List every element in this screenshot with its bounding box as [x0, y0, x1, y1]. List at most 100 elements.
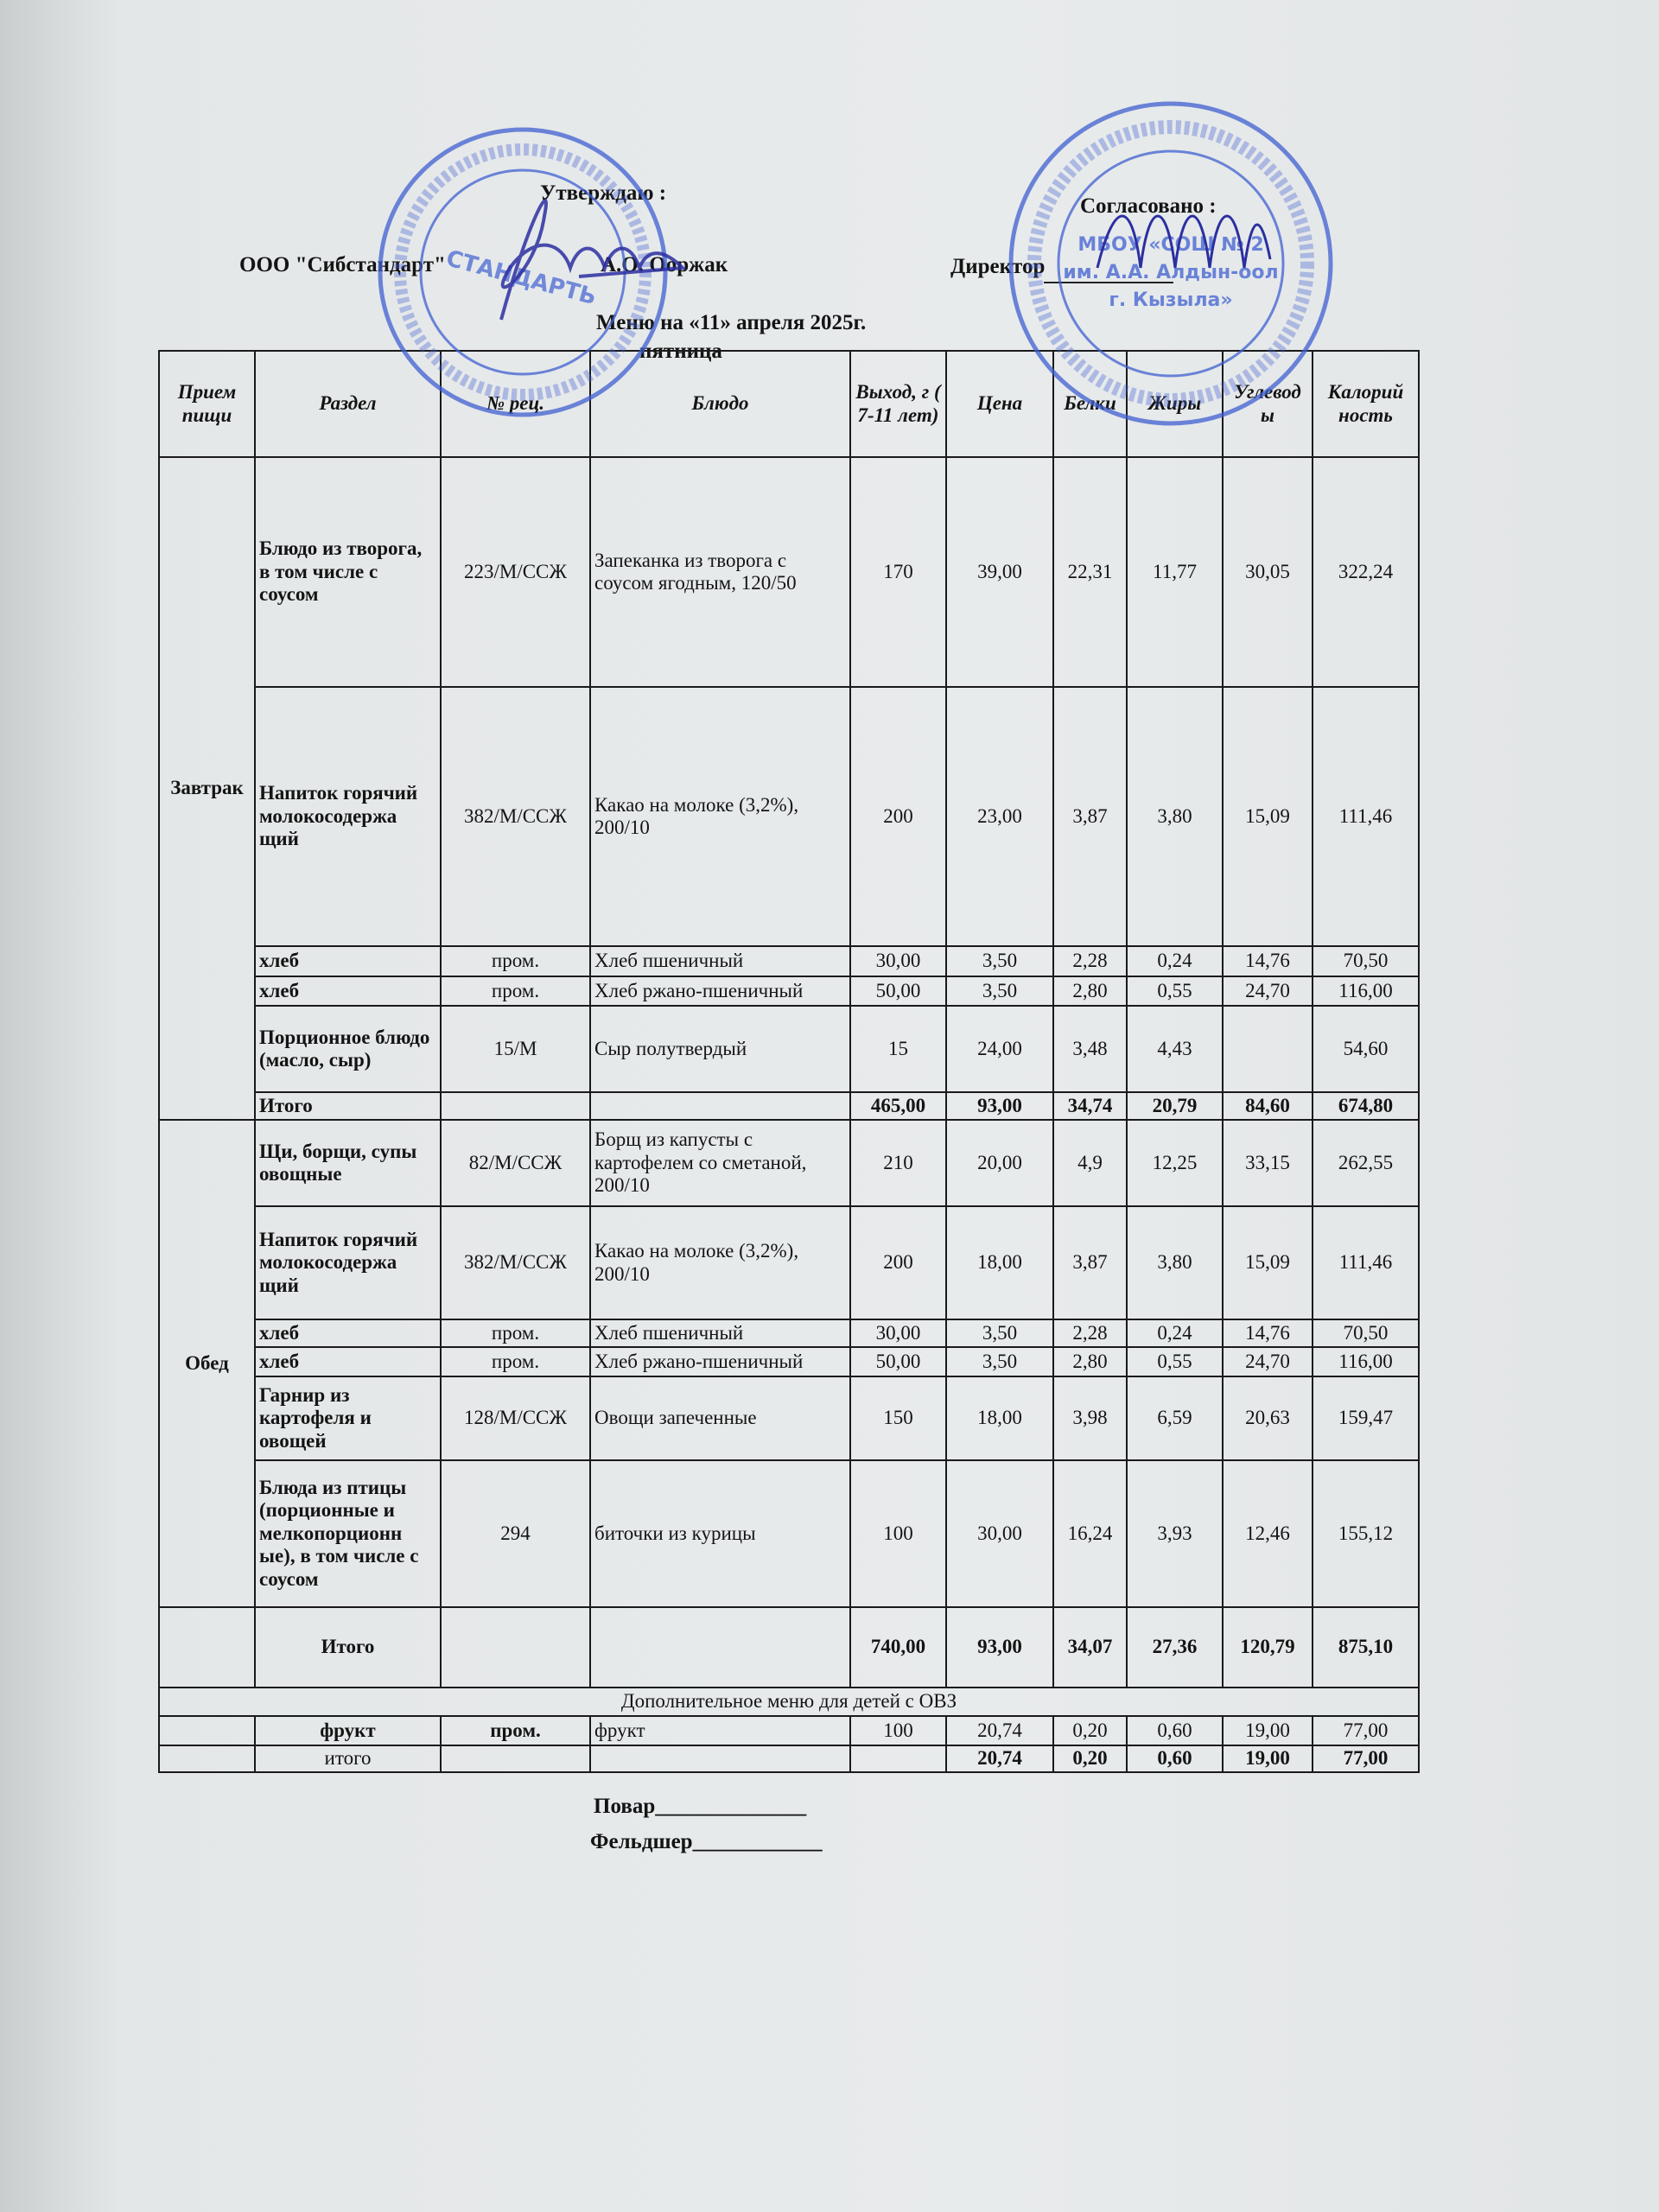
recipe-cell: 223/М/ССЖ — [440, 456, 591, 688]
value-cell-protein: 4,9 — [1052, 1119, 1128, 1207]
value-cell-fat: 0,55 — [1126, 1346, 1224, 1377]
total-kcal: 77,00 — [1312, 1745, 1420, 1773]
value-cell-fat: 4,43 — [1126, 1005, 1224, 1093]
director-signature-line — [1044, 282, 1173, 283]
value-cell-protein: 3,87 — [1052, 1205, 1128, 1320]
value-cell-fat: 0,24 — [1126, 945, 1224, 977]
stamp-inner-ring — [1057, 149, 1285, 378]
column-header: Калорий ность — [1312, 350, 1420, 458]
section-cell: хлеб — [254, 976, 442, 1007]
value-cell-protein: 2,80 — [1052, 1346, 1128, 1377]
value-cell-protein: 16,24 — [1052, 1459, 1128, 1608]
value-cell-carbs: 15,09 — [1222, 1205, 1313, 1320]
recipe-cell: пром. — [440, 1319, 591, 1348]
total-fat: 0,60 — [1126, 1745, 1224, 1773]
value-cell-carbs: 24,70 — [1222, 1346, 1313, 1377]
value-cell-fat: 3,93 — [1126, 1459, 1224, 1608]
value-cell-protein: 22,31 — [1052, 456, 1128, 688]
dish-cell: Хлеб ржано-пшеничный — [589, 976, 851, 1007]
table-row: хлеб пром. Хлеб ржано-пшеничный 50,00 3,50 2,… — [159, 976, 1420, 1007]
value-cell-price: 20,74 — [945, 1715, 1054, 1746]
dish-cell: Какао на молоке (3,2%), 200/10 — [589, 686, 851, 947]
value-cell-carbs: 20,63 — [1222, 1376, 1313, 1461]
total-label: Итого — [254, 1091, 442, 1121]
total-protein: 0,20 — [1052, 1745, 1128, 1773]
value-cell-yield: 100 — [849, 1715, 947, 1746]
value-cell-price: 3,50 — [945, 945, 1054, 977]
column-header: Белки — [1052, 350, 1128, 458]
value-cell-protein: 2,80 — [1052, 976, 1128, 1007]
table-row: Напиток горячий молокосодержа щий 382/М/С… — [159, 686, 1420, 947]
stamp-center-text: МБОУ «СОШ № 2 — [1077, 234, 1263, 256]
value-cell-price: 3,50 — [945, 1346, 1054, 1377]
table-row: хлеб пром. Хлеб пшеничный 30,00 3,50 2,28 0,24… — [159, 945, 1420, 977]
value-cell-kcal: 159,47 — [1312, 1376, 1420, 1461]
agreed-label: Согласовано : — [1080, 194, 1217, 218]
value-cell-protein: 2,28 — [1052, 945, 1128, 977]
dish-cell: Борщ из капусты с картофелем со сметаной… — [589, 1119, 851, 1207]
value-cell-price: 23,00 — [945, 686, 1054, 947]
section-cell: хлеб — [254, 1319, 442, 1348]
value-cell-carbs: 15,09 — [1222, 686, 1313, 947]
dish-cell: Хлеб ржано-пшеничный — [589, 1346, 851, 1377]
total-label: итого — [254, 1745, 442, 1773]
total-price: 93,00 — [945, 1091, 1054, 1121]
value-cell-fat: 12,25 — [1126, 1119, 1224, 1207]
recipe-cell: 382/М/ССЖ — [440, 686, 591, 947]
section-cell: фрукт — [254, 1715, 442, 1746]
table-header-row: Прием пищи Раздел № рец. Блюдо Выход, г ( 7-… — [158, 350, 1420, 458]
value-cell-protein: 3,48 — [1052, 1005, 1128, 1093]
value-cell-protein: 0,20 — [1052, 1715, 1128, 1746]
column-header: Углевод ы — [1222, 350, 1313, 458]
total-label: Итого — [254, 1606, 442, 1688]
total-row: Итого 740,00 93,00 34,07 27,36 120,79 875,10 — [158, 1606, 1420, 1688]
empty-cell — [589, 1091, 851, 1121]
column-header: Жиры — [1126, 350, 1224, 458]
value-cell-yield: 200 — [849, 686, 947, 947]
total-fat: 27,36 — [1126, 1606, 1224, 1688]
value-cell-kcal: 70,50 — [1312, 1319, 1420, 1348]
value-cell-price: 3,50 — [945, 976, 1054, 1007]
value-cell-kcal: 111,46 — [1312, 1205, 1420, 1320]
value-cell-kcal: 322,24 — [1312, 456, 1420, 688]
value-cell-protein: 3,98 — [1052, 1376, 1128, 1461]
value-cell-yield: 210 — [849, 1119, 947, 1207]
director-label: Директор — [950, 255, 1046, 278]
cook-signature-field: Повар______________ — [594, 1795, 807, 1818]
table-row: Напиток горячий молокосодержа щий 382/М/С… — [159, 1205, 1420, 1320]
value-cell-kcal: 111,46 — [1312, 686, 1420, 947]
table-row: Гарнир из картофеля и овощей 128/М/ССЖ Ово… — [159, 1376, 1420, 1461]
value-cell-carbs: 12,46 — [1222, 1459, 1313, 1608]
total-yield: 740,00 — [849, 1606, 947, 1688]
value-cell-fat: 0,60 — [1126, 1715, 1224, 1746]
value-cell-kcal: 116,00 — [1312, 976, 1420, 1007]
value-cell-fat: 3,80 — [1126, 686, 1224, 947]
recipe-cell: пром. — [440, 1346, 591, 1377]
organization-name: ООО "Сибстандарт" — [239, 253, 446, 276]
table-row: хлеб пром. Хлеб ржано-пшеничный 50,00 3,50 2,… — [159, 1346, 1420, 1377]
total-protein: 34,74 — [1052, 1091, 1128, 1121]
section-cell: Напиток горячий молокосодержа щий — [254, 1205, 442, 1320]
section-cell: хлеб — [254, 1346, 442, 1377]
value-cell-fat: 3,80 — [1126, 1205, 1224, 1320]
section-cell: Щи, борщи, супы овощные — [254, 1119, 442, 1207]
total-carbs: 120,79 — [1222, 1606, 1313, 1688]
stamp-center-text-2: им. А.А. Алдын-оол — [1063, 262, 1278, 283]
section-cell: Гарнир из картофеля и овощей — [254, 1376, 442, 1461]
table-row: хлеб пром. Хлеб пшеничный 30,00 3,50 2,28 0,24… — [159, 1319, 1420, 1348]
value-cell-kcal: 155,12 — [1312, 1459, 1420, 1608]
dish-cell: фрукт — [589, 1715, 851, 1746]
value-cell-protein: 2,28 — [1052, 1319, 1128, 1348]
dish-cell: Какао на молоке (3,2%), 200/10 — [589, 1205, 851, 1320]
total-row: Итого 465,00 93,00 34,74 20,79 84,60 674,80 — [159, 1091, 1420, 1121]
recipe-cell: 15/М — [440, 1005, 591, 1093]
section-cell: Напиток горячий молокосодержа щий — [254, 686, 442, 947]
recipe-cell: пром. — [440, 1715, 591, 1746]
value-cell-yield: 170 — [849, 456, 947, 688]
empty-cell — [440, 1745, 591, 1773]
value-cell-carbs: 14,76 — [1222, 945, 1313, 977]
value-cell-price: 39,00 — [945, 456, 1054, 688]
dish-cell: Хлеб пшеничный — [589, 945, 851, 977]
value-cell-carbs: 14,76 — [1222, 1319, 1313, 1348]
recipe-cell: пром. — [440, 945, 591, 977]
